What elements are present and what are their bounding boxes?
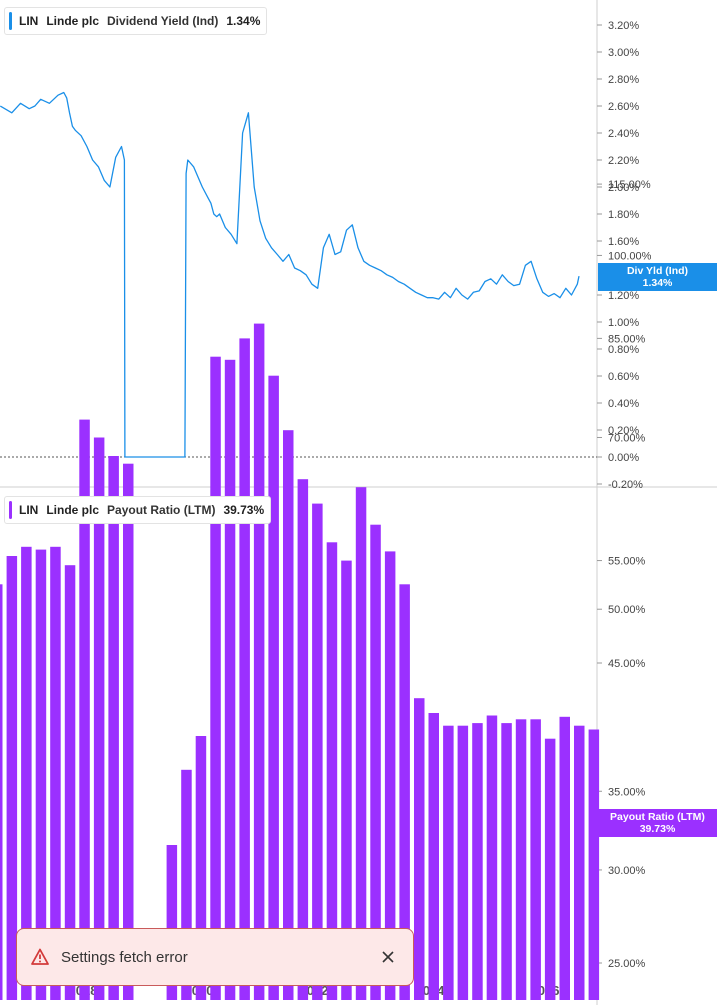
payout-bar (64, 565, 76, 1000)
error-toast: Settings fetch error (16, 928, 414, 986)
payout-bar (239, 338, 250, 1000)
yield-color-swatch (9, 12, 12, 30)
plot-area (0, 91, 600, 1001)
payout-bar (574, 725, 585, 1000)
payout-bar (399, 584, 410, 1000)
y-tick-label: 55.00% (608, 556, 646, 568)
payout-bar (486, 715, 498, 1000)
y-tick-label: 0.20% (608, 425, 639, 437)
legend-value: 39.73% (223, 503, 265, 517)
payout-bar (341, 560, 352, 1000)
toast-message: Settings fetch error (61, 948, 188, 966)
payout-bar (515, 719, 527, 1000)
legend-value: 1.34% (226, 14, 261, 28)
y-tick-label: 100.00% (608, 250, 652, 262)
top-legend[interactable]: LIN Linde plc Dividend Yield (Ind) 1.34% (4, 7, 268, 35)
payout-bar (530, 719, 541, 1000)
y-tick-label: 2.40% (608, 128, 639, 140)
badge-value: 39.73% (639, 823, 676, 835)
payout-bar (501, 723, 512, 1000)
y-tick-label: 30.00% (608, 865, 646, 877)
payout-bar (6, 556, 18, 1000)
payout-bar (268, 375, 279, 1000)
y-tick-label: 45.00% (608, 658, 646, 670)
y-tick-label: 3.00% (608, 47, 639, 59)
badge-label: Div Yld (Ind) (626, 265, 689, 277)
legend-ticker: LIN (19, 503, 39, 517)
payout-bar (195, 736, 207, 1000)
payout-bar (50, 546, 61, 1000)
payout-bar (166, 845, 178, 1000)
payout-bar (414, 698, 425, 1000)
payout-bar (21, 546, 32, 1000)
badge-label: Payout Ratio (LTM) (610, 811, 705, 823)
y-tick-label: 25.00% (608, 958, 646, 970)
y-tick-label: 50.00% (608, 604, 646, 616)
payout-bar (0, 584, 3, 1000)
payout-bar (253, 323, 265, 1001)
badge-value: 1.34% (642, 277, 673, 289)
legend-company: Linde plc (46, 503, 100, 517)
yield-price-badge: Div Yld (Ind) 1.34% (598, 263, 717, 291)
y-tick-label: 2.80% (608, 74, 639, 86)
y-tick-label: 2.20% (608, 155, 639, 167)
payout-bar (312, 503, 323, 1000)
payout-bar (181, 769, 192, 1000)
bottom-legend[interactable]: LIN Linde plc Payout Ratio (LTM) 39.73% (4, 496, 272, 524)
legend-ticker: LIN (19, 14, 39, 28)
y-tick-label: 1.20% (608, 290, 639, 302)
payout-bar (224, 359, 236, 1000)
payout-bar (297, 479, 309, 1000)
legend-metric: Payout Ratio (LTM) (107, 503, 216, 517)
payout-bar (123, 463, 134, 1000)
payout-bar (108, 456, 119, 1000)
payout-bar (559, 716, 570, 1000)
legend-metric: Dividend Yield (Ind) (107, 14, 219, 28)
payout-bar (355, 487, 367, 1000)
payout-bar (443, 725, 454, 1000)
payout-bar (544, 738, 556, 1000)
y-tick-label: 70.00% (608, 432, 646, 444)
close-icon[interactable] (381, 950, 395, 964)
y-tick-label: 0.60% (608, 371, 639, 383)
y-tick-label: 0.80% (608, 344, 639, 356)
y-tick-label: 0.40% (608, 398, 639, 410)
y-tick-label: 1.00% (608, 317, 639, 329)
y-tick-label: 3.20% (608, 20, 639, 32)
payout-bar (326, 542, 338, 1000)
payout-bar (384, 551, 396, 1000)
payout-bar (79, 419, 90, 1001)
legend-company: Linde plc (46, 14, 100, 28)
y-tick-label: 35.00% (608, 786, 646, 798)
y-tick-label: 85.00% (608, 333, 646, 345)
payout-bar (370, 524, 381, 1000)
payout-bar (472, 723, 483, 1000)
y-tick-label: 2.00% (608, 182, 639, 194)
y-tick-label: 1.80% (608, 209, 639, 221)
payout-bar (588, 729, 600, 1000)
dividend-yield-line (0, 91, 580, 458)
y-tick-label: 0.00% (608, 452, 639, 464)
payout-price-badge: Payout Ratio (LTM) 39.73% (598, 809, 717, 837)
y-tick-label: 115.00% (608, 179, 651, 191)
payout-bar (35, 549, 47, 1000)
y-tick-label: 1.60% (608, 236, 639, 248)
y-tick-label: 2.60% (608, 101, 639, 113)
payout-bar (283, 430, 294, 1000)
warning-icon (31, 948, 49, 965)
payout-bar (210, 356, 221, 1000)
payout-bar (428, 713, 439, 1000)
payout-bar (93, 437, 105, 1000)
payout-color-swatch (9, 501, 12, 519)
y-tick-label: -0.20% (608, 479, 643, 491)
payout-bar (457, 725, 469, 1000)
